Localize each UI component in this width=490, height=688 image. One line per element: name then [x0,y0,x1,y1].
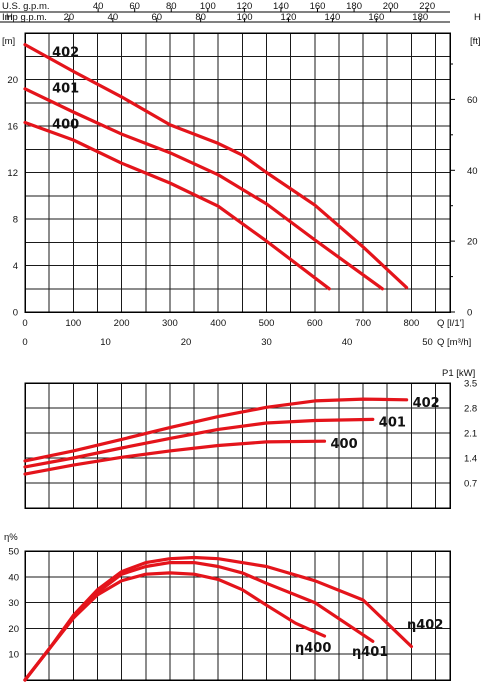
power-tick-label: 2.8 [464,404,477,415]
efficiency-axis-label: η% [4,532,18,543]
us-gpm-tick-label: 180 [346,1,362,12]
head-curve-401 [23,87,384,291]
q-lmin-tick-label: 800 [403,318,419,329]
plot-frame [24,32,451,313]
ft-tick-label: 60 [467,95,478,106]
efficiency-curve-label-η402: η402 [407,618,443,633]
head-curve-label-400: 400 [52,118,79,133]
head-curve-402 [23,43,409,290]
imp-gpm-tick-label: 120 [281,12,297,23]
imp-gpm-tick-label: 140 [324,12,340,23]
power-curve-402 [23,397,409,463]
us-gpm-tick-label: 140 [273,1,289,12]
efficiency-curve-label-η401: η401 [352,645,388,660]
head-tick-label: 0 [13,308,18,319]
imp-gpm-tick-label: 40 [108,12,119,23]
power-tick-label: 3.5 [464,379,477,390]
imp-gpm-tick-label: 180 [412,12,428,23]
head-curve-label-401: 401 [52,82,79,97]
head-chart: U.S. g.p.m.Imp g.p.m.40 60 80 100 120 140 160 1… [0,1,481,348]
q-m3h-tick-label: 40 [342,337,353,348]
power-curve-label-400: 400 [331,437,358,452]
head-grid [24,32,451,313]
head-tick-label: 12 [7,168,18,179]
power-chart: P1 [kW] 0.7 1.4 2.1 2.8 3.5 402 401 400 [23,368,477,509]
imp-gpm-tick-label: 160 [368,12,384,23]
ft-tick-label: 40 [467,166,478,177]
q-lmin-tick-label: 400 [210,318,226,329]
us-gpm-tick-label: 60 [129,1,140,12]
power-curve-400 [23,439,327,476]
q-lmin-tick-label: 500 [259,318,275,329]
imp-gpm-tick-label: 80 [195,12,206,23]
efficiency-curve-label-η400: η400 [295,641,331,656]
us-gpm-tick-label: 100 [200,1,216,12]
efficiency-tick-label: 50 [8,547,19,558]
power-curve-401 [23,417,375,469]
q-lmin-tick-label: 200 [114,318,130,329]
imp-gpm-axis-label: Imp g.p.m. [2,12,47,23]
power-curve-label-401: 401 [379,415,406,430]
imp-gpm-tick-label: 100 [237,12,253,23]
q-lmin-tick-label: 300 [162,318,178,329]
us-gpm-tick-label: 160 [310,1,326,12]
q-lmin-tick-label: 0 [22,318,27,329]
efficiency-tick-label: 40 [8,572,19,583]
head-curve-400 [23,120,331,291]
us-gpm-tick-label: 120 [236,1,252,12]
power-tick-label: 0.7 [464,479,477,490]
power-tick-label: 1.4 [464,454,477,465]
efficiency-curve-η401 [23,561,375,682]
q-m3h-tick-label: 20 [181,337,192,348]
q-lmin-axis-label: Q [l/1'] [437,318,464,329]
power-curve-label-402: 402 [413,396,440,411]
ft-tick-label: 0 [467,308,472,319]
efficiency-grid [24,550,451,681]
efficiency-tick-label: 20 [8,624,19,635]
power-grid [24,382,451,509]
q-m3h-tick-label: 30 [261,337,272,348]
power-axis-label: P1 [kW] [442,368,475,379]
q-m3h-axis-label: Q [m³/h] [437,337,471,348]
us-gpm-tick-label: 40 [93,1,104,12]
head-tick-label: 8 [13,215,18,226]
us-gpm-axis-label: U.S. g.p.m. [2,1,50,12]
efficiency-tick-label: 30 [8,598,19,609]
head-curve-label-402: 402 [52,46,79,61]
power-tick-label: 2.1 [464,429,477,440]
head-axis-letter-right: H [474,12,481,23]
head-unit-right: [ft] [470,36,481,47]
ft-tick-label: 20 [467,237,478,248]
q-m3h-tick-label: 0 [22,337,27,348]
imp-gpm-tick-label: 60 [151,12,162,23]
q-lmin-tick-label: 600 [307,318,323,329]
q-m3h-tick-label: 50 [422,337,433,348]
plot-frame [24,382,451,509]
head-tick-label: 16 [7,122,18,133]
efficiency-chart: η% 10 20 30 40 50 η400 η401 η402 [4,532,451,682]
us-gpm-tick-label: 200 [383,1,399,12]
q-lmin-tick-label: 100 [65,318,81,329]
head-tick-label: 4 [13,261,18,272]
us-gpm-tick-label: 80 [166,1,177,12]
head-tick-label: 20 [7,75,18,86]
q-m3h-tick-label: 10 [100,337,111,348]
head-unit-left: [m] [2,36,15,47]
q-lmin-tick-label: 700 [355,318,371,329]
efficiency-curve-η402 [23,555,413,682]
head-axis-letter: H [6,12,13,23]
plot-frame [24,550,451,681]
us-gpm-tick-label: 220 [419,1,435,12]
imp-gpm-tick-label: 20 [64,12,75,23]
efficiency-tick-label: 10 [8,650,19,661]
